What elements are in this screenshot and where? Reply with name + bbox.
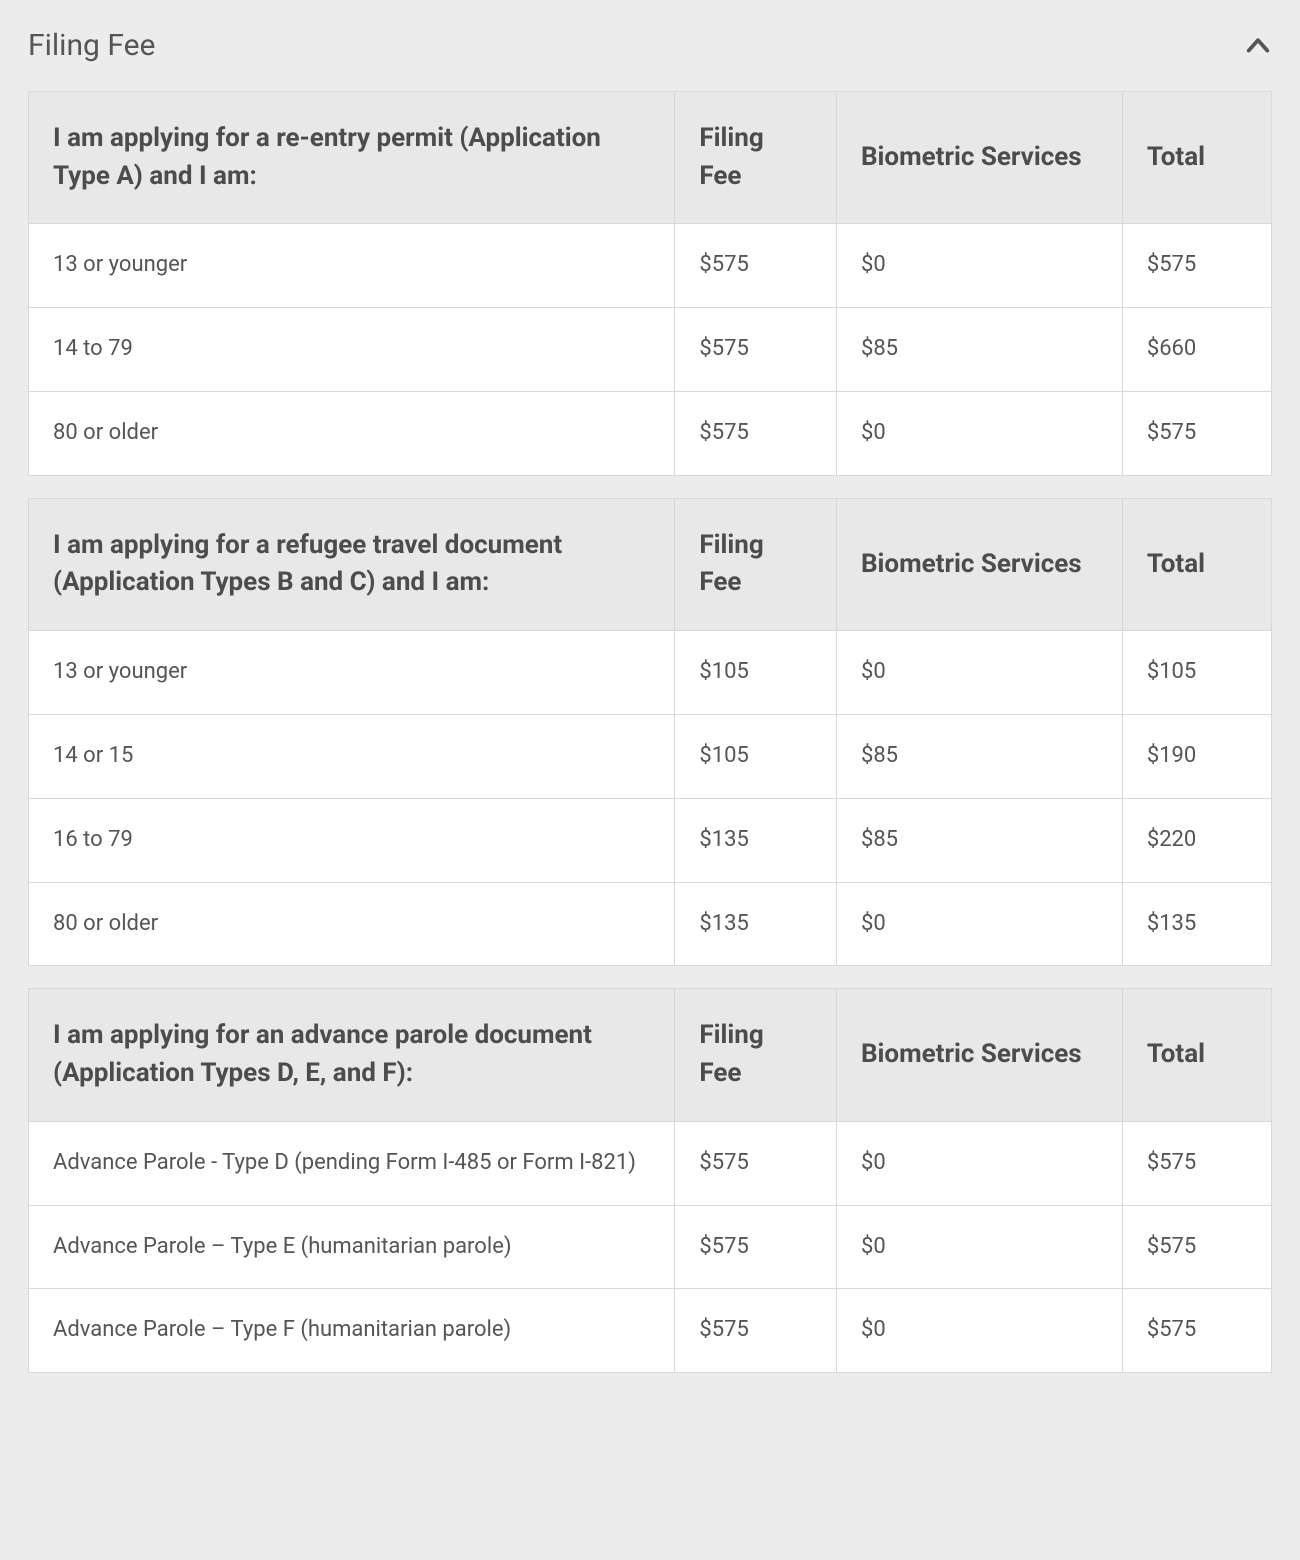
cell-biometric: $0 (836, 224, 1122, 308)
column-header-description: I am applying for a re-entry permit (App… (29, 92, 675, 224)
cell-description: 16 to 79 (29, 798, 675, 882)
cell-biometric: $85 (836, 798, 1122, 882)
cell-biometric: $0 (836, 631, 1122, 715)
cell-total: $105 (1122, 631, 1271, 715)
cell-description: Advance Parole – Type E (humanitarian pa… (29, 1205, 675, 1289)
cell-biometric: $0 (836, 1289, 1122, 1373)
cell-description: 14 or 15 (29, 714, 675, 798)
filing-fee-panel: Filing Fee I am applying for a re-entry … (0, 0, 1300, 1401)
fee-table-advance-parole: I am applying for an advance parole docu… (28, 988, 1272, 1373)
cell-filing-fee: $135 (675, 882, 837, 966)
column-header-filing-fee: Filing Fee (675, 498, 837, 630)
cell-filing-fee: $575 (675, 1289, 837, 1373)
cell-filing-fee: $575 (675, 1121, 837, 1205)
table-row: 13 or younger $105 $0 $105 (29, 631, 1272, 715)
cell-biometric: $85 (836, 308, 1122, 392)
fee-table-reentry-permit: I am applying for a re-entry permit (App… (28, 91, 1272, 476)
column-header-biometric: Biometric Services (836, 92, 1122, 224)
cell-total: $190 (1122, 714, 1271, 798)
cell-filing-fee: $105 (675, 714, 837, 798)
cell-description: Advance Parole - Type D (pending Form I-… (29, 1121, 675, 1205)
cell-filing-fee: $575 (675, 308, 837, 392)
cell-description: 13 or younger (29, 631, 675, 715)
cell-filing-fee: $575 (675, 391, 837, 475)
cell-description: 80 or older (29, 391, 675, 475)
cell-biometric: $0 (836, 1205, 1122, 1289)
column-header-total: Total (1122, 92, 1271, 224)
table-row: Advance Parole – Type F (humanitarian pa… (29, 1289, 1272, 1373)
column-header-biometric: Biometric Services (836, 989, 1122, 1121)
accordion-header[interactable]: Filing Fee (28, 28, 1272, 91)
table-row: 16 to 79 $135 $85 $220 (29, 798, 1272, 882)
column-header-filing-fee: Filing Fee (675, 989, 837, 1121)
cell-total: $575 (1122, 224, 1271, 308)
cell-filing-fee: $575 (675, 1205, 837, 1289)
cell-description: 14 to 79 (29, 308, 675, 392)
cell-total: $575 (1122, 1289, 1271, 1373)
fee-table-refugee-travel: I am applying for a refugee travel docum… (28, 498, 1272, 967)
table-row: 14 to 79 $575 $85 $660 (29, 308, 1272, 392)
cell-filing-fee: $105 (675, 631, 837, 715)
accordion-title: Filing Fee (28, 28, 155, 63)
cell-filing-fee: $135 (675, 798, 837, 882)
cell-total: $575 (1122, 391, 1271, 475)
cell-biometric: $0 (836, 882, 1122, 966)
table-header-row: I am applying for a re-entry permit (App… (29, 92, 1272, 224)
cell-total: $575 (1122, 1121, 1271, 1205)
cell-description: Advance Parole – Type F (humanitarian pa… (29, 1289, 675, 1373)
cell-total: $220 (1122, 798, 1271, 882)
cell-description: 13 or younger (29, 224, 675, 308)
table-row: 80 or older $135 $0 $135 (29, 882, 1272, 966)
table-header-row: I am applying for an advance parole docu… (29, 989, 1272, 1121)
column-header-total: Total (1122, 989, 1271, 1121)
column-header-biometric: Biometric Services (836, 498, 1122, 630)
table-row: Advance Parole – Type E (humanitarian pa… (29, 1205, 1272, 1289)
cell-total: $575 (1122, 1205, 1271, 1289)
cell-total: $135 (1122, 882, 1271, 966)
chevron-up-icon (1244, 32, 1272, 60)
table-row: 80 or older $575 $0 $575 (29, 391, 1272, 475)
cell-biometric: $0 (836, 1121, 1122, 1205)
column-header-description: I am applying for a refugee travel docum… (29, 498, 675, 630)
cell-biometric: $0 (836, 391, 1122, 475)
cell-filing-fee: $575 (675, 224, 837, 308)
table-header-row: I am applying for a refugee travel docum… (29, 498, 1272, 630)
table-row: 13 or younger $575 $0 $575 (29, 224, 1272, 308)
table-row: 14 or 15 $105 $85 $190 (29, 714, 1272, 798)
column-header-filing-fee: Filing Fee (675, 92, 837, 224)
column-header-description: I am applying for an advance parole docu… (29, 989, 675, 1121)
column-header-total: Total (1122, 498, 1271, 630)
cell-biometric: $85 (836, 714, 1122, 798)
table-row: Advance Parole - Type D (pending Form I-… (29, 1121, 1272, 1205)
cell-description: 80 or older (29, 882, 675, 966)
cell-total: $660 (1122, 308, 1271, 392)
